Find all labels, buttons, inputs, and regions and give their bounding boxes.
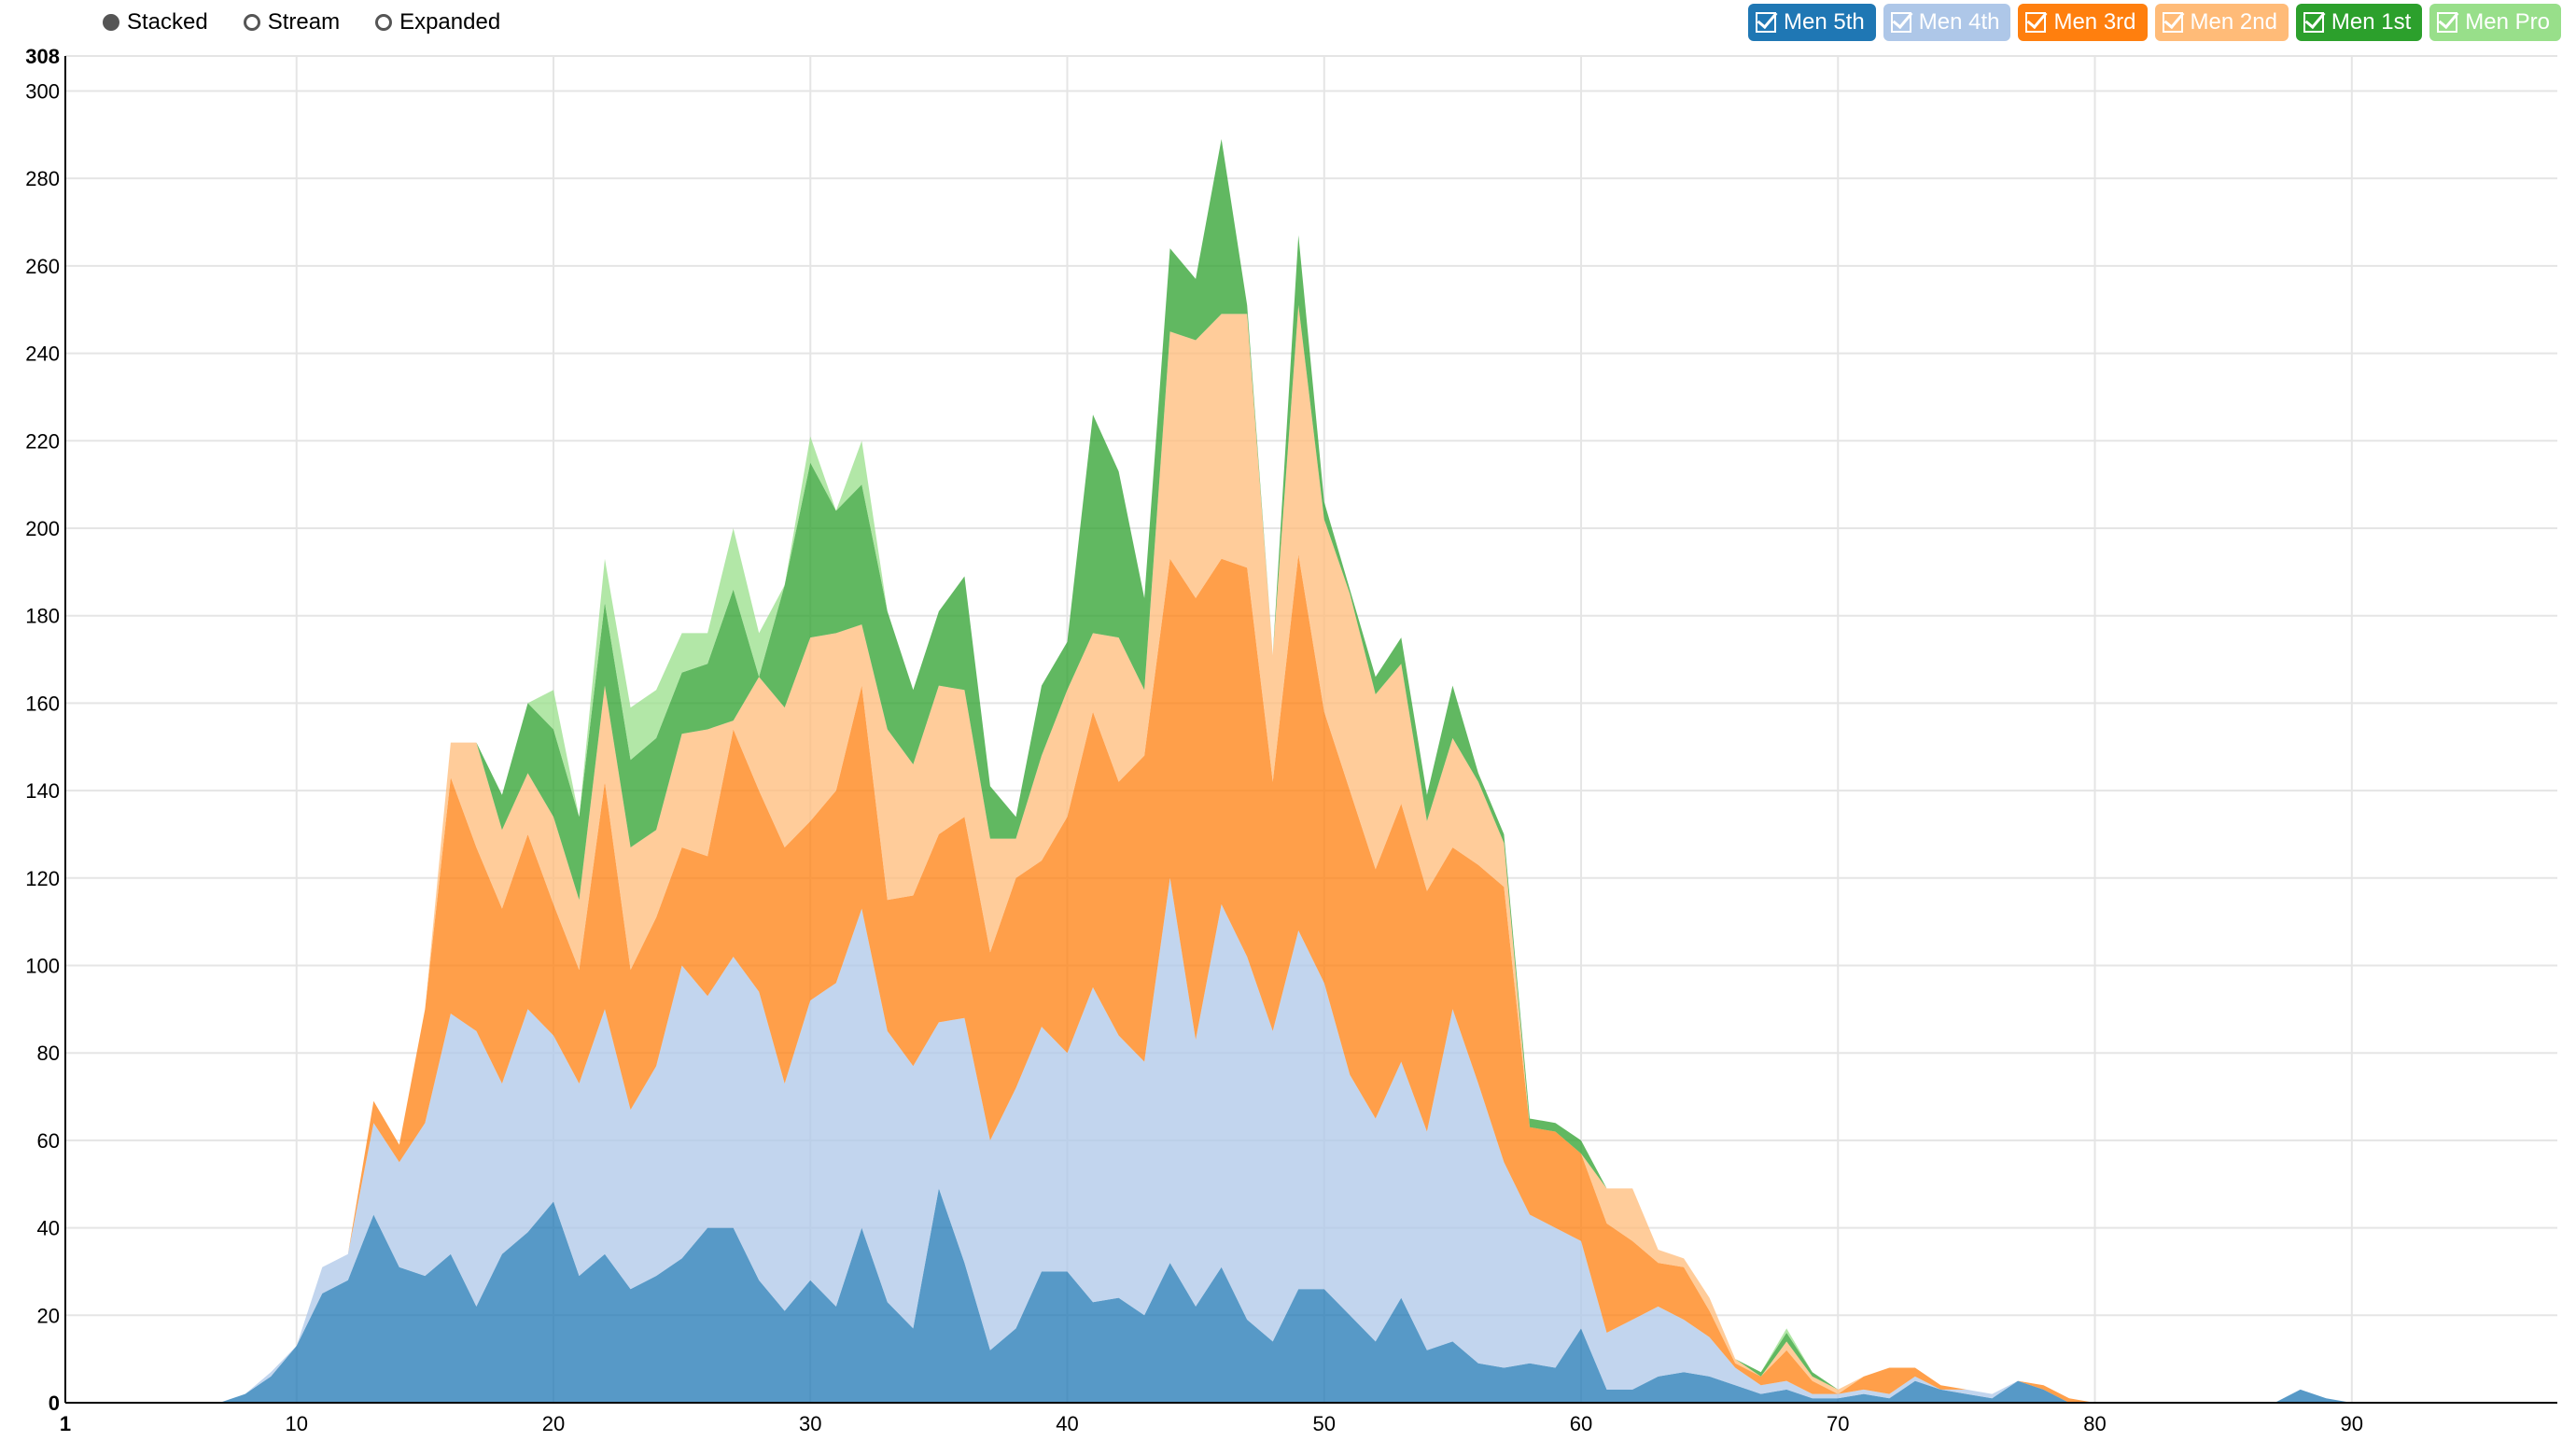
checkbox-checked-icon <box>2303 12 2324 33</box>
area-series-men-4th[interactable] <box>219 877 2352 1403</box>
mode-expanded-radio[interactable]: Expanded <box>375 9 500 35</box>
x-tick-label: 70 <box>1827 1412 1849 1435</box>
y-tick-label: 240 <box>25 343 60 366</box>
x-tick-label: 60 <box>1570 1412 1592 1435</box>
mode-stacked-radio[interactable]: Stacked <box>103 9 208 35</box>
y-tick-label: 220 <box>25 429 60 453</box>
x-tick-label: 40 <box>1056 1412 1078 1435</box>
radio-dot-icon <box>103 14 119 31</box>
y-tick-label: 100 <box>25 954 60 977</box>
x-tick-label: 80 <box>2083 1412 2106 1435</box>
x-tick-label: 90 <box>2341 1412 2363 1435</box>
mode-label: Stacked <box>127 9 208 35</box>
y-tick-label: 260 <box>25 255 60 278</box>
y-tick-label: 80 <box>37 1042 60 1065</box>
legend-label: Men Pro <box>2465 9 2550 35</box>
mode-stream-radio[interactable]: Stream <box>243 9 341 35</box>
checkbox-checked-icon <box>2025 12 2047 33</box>
area-series-men-5th[interactable] <box>219 1188 2352 1403</box>
axes: 0204060801001201401601802002202402602803… <box>25 45 2557 1435</box>
y-tick-label: 308 <box>25 45 60 68</box>
y-tick-label: 0 <box>49 1392 60 1415</box>
x-tick-label: 50 <box>1313 1412 1336 1435</box>
legend-label: Men 2nd <box>2190 9 2277 35</box>
mode-label: Expanded <box>399 9 501 35</box>
y-tick-label: 200 <box>25 517 60 540</box>
legend-item-men-pro[interactable]: Men Pro <box>2429 4 2561 41</box>
y-tick-label: 300 <box>25 79 60 103</box>
legend-label: Men 1st <box>2331 9 2412 35</box>
area-series-men-1st[interactable] <box>219 139 2352 1403</box>
mode-controls: Stacked Stream Expanded <box>103 6 500 39</box>
legend-item-men-3rd[interactable]: Men 3rd <box>2018 4 2148 41</box>
x-tick-label: 20 <box>542 1412 565 1435</box>
checkbox-checked-icon <box>1756 12 1777 33</box>
y-tick-label: 160 <box>25 692 60 715</box>
y-tick-label: 20 <box>37 1304 60 1327</box>
checkbox-checked-icon <box>1890 12 1911 33</box>
radio-dot-icon <box>375 14 393 31</box>
y-tick-label: 180 <box>25 605 60 628</box>
x-tick-label: 30 <box>799 1412 821 1435</box>
legend: Men 5th Men 4th Men 3rd Men 2nd Men 1st … <box>1748 4 2561 41</box>
legend-item-men-4th[interactable]: Men 4th <box>1883 4 2011 41</box>
area-series-men-2nd[interactable] <box>219 305 2352 1403</box>
legend-item-men-1st[interactable]: Men 1st <box>2295 4 2423 41</box>
y-tick-label: 280 <box>25 167 60 190</box>
legend-label: Men 3rd <box>2053 9 2136 35</box>
y-tick-label: 120 <box>25 867 60 890</box>
x-tick-label: 1 <box>60 1412 71 1435</box>
legend-item-men-2nd[interactable]: Men 2nd <box>2154 4 2289 41</box>
checkbox-checked-icon <box>2437 12 2458 33</box>
checkbox-checked-icon <box>2162 12 2183 33</box>
legend-item-men-5th[interactable]: Men 5th <box>1748 4 1876 41</box>
mode-label: Stream <box>267 9 341 35</box>
y-tick-label: 40 <box>37 1217 60 1240</box>
y-tick-label: 60 <box>37 1129 60 1153</box>
y-tick-label: 140 <box>25 779 60 803</box>
area-series-men-3rd[interactable] <box>219 554 2352 1403</box>
area-series-group <box>219 139 2352 1403</box>
legend-label: Men 5th <box>1784 9 1865 35</box>
radio-dot-icon <box>243 14 260 31</box>
x-tick-label: 10 <box>285 1412 307 1435</box>
legend-label: Men 4th <box>1918 9 2000 35</box>
